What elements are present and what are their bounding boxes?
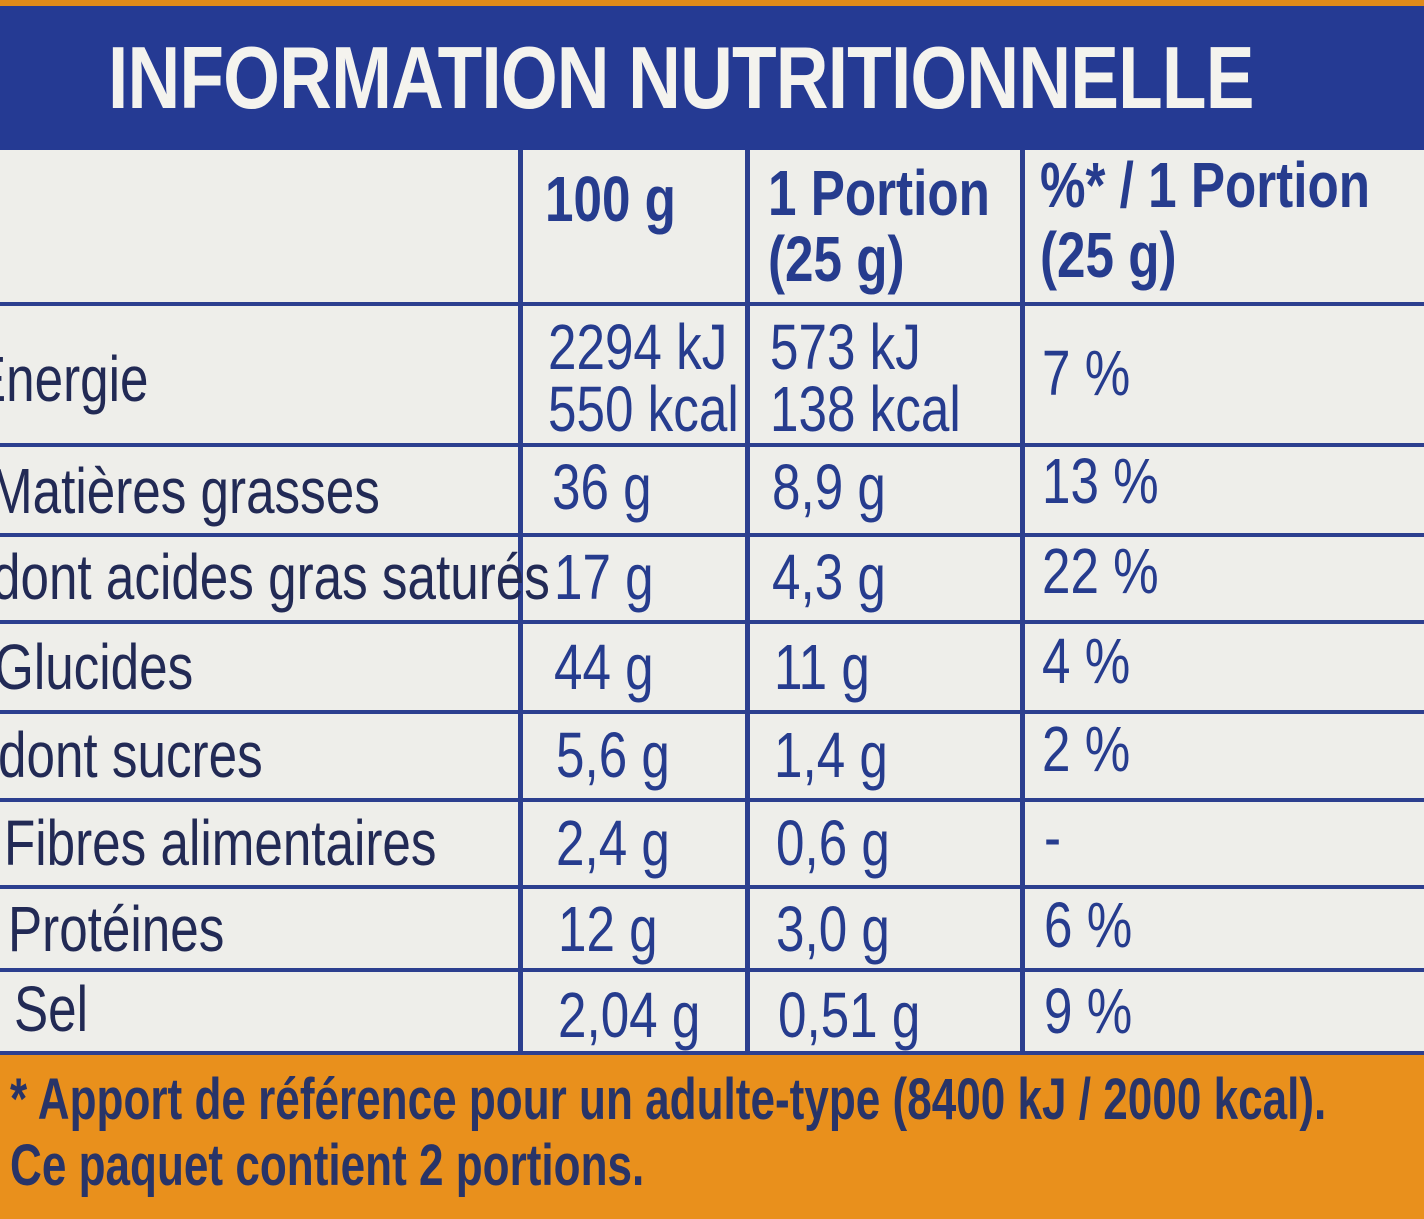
row-label-sel: Sel [14,973,88,1045]
salt-portion: 0,51 g [778,979,921,1051]
energy-kj-portion: 573 kJ [770,311,921,383]
table-divider [0,533,1424,537]
fat-percent: 13 % [1042,445,1159,517]
fat-100g: 36 g [552,451,652,523]
fibre-100g: 2,4 g [556,807,670,879]
title-banner: INFORMATION NUTRITIONNELLE [0,6,1424,156]
carbs-portion: 11 g [774,631,870,703]
table-divider [0,443,1424,447]
footnote-portions: Ce paquet contient 2 portions. [10,1133,645,1198]
protein-100g: 12 g [558,893,658,965]
energy-percent: 7 % [1042,337,1131,409]
row-label-acides-gras-satures: dont acides gras saturés [0,541,550,613]
sugars-100g: 5,6 g [556,719,670,791]
saturates-100g: 17 g [554,541,654,613]
saturates-percent: 22 % [1042,535,1159,607]
page-title: INFORMATION NUTRITIONNELLE [108,28,1254,127]
row-label-fibres: Fibres alimentaires [4,807,437,879]
column-header-portion: 1 Portion [768,157,990,229]
table-divider [1020,150,1025,1055]
energy-kcal-portion: 138 kcal [770,373,961,445]
row-label-matieres-grasses: Matières grasses [0,455,380,527]
row-label-glucides: Glucides [0,631,194,703]
row-label-sucres: dont sucres [0,719,263,791]
nutrition-table: 100 g 1 Portion (25 g) %* / 1 Portion (2… [0,150,1424,1055]
fat-portion: 8,9 g [772,451,886,523]
table-divider [745,150,750,1055]
column-header-100g: 100 g [545,163,676,235]
table-divider [0,798,1424,802]
salt-percent: 9 % [1044,975,1133,1047]
table-divider [0,620,1424,624]
column-header-percent-weight: (25 g) [1040,219,1177,291]
table-divider [0,885,1424,889]
carbs-100g: 44 g [554,631,654,703]
table-divider [518,150,523,1055]
energy-kj-100g: 2294 kJ [548,311,728,383]
sugars-percent: 2 % [1042,713,1131,785]
protein-percent: 6 % [1044,889,1133,961]
salt-100g: 2,04 g [558,979,701,1051]
row-label-proteines: Protéines [8,893,225,965]
column-header-portion-weight: (25 g) [768,223,905,295]
protein-portion: 3,0 g [776,893,890,965]
row-label-energie: Energie [0,343,149,415]
carbs-percent: 4 % [1042,625,1131,697]
energy-kcal-100g: 550 kcal [548,373,739,445]
package-edge [0,0,1424,6]
table-divider [0,968,1424,972]
saturates-portion: 4,3 g [772,541,886,613]
fibre-portion: 0,6 g [776,807,890,879]
column-header-percent: %* / 1 Portion [1040,149,1370,221]
fibre-percent: - [1044,801,1062,873]
table-divider [0,302,1424,306]
footnote-reference-intake: * Apport de référence pour un adulte-typ… [10,1067,1327,1132]
table-divider [0,710,1424,714]
table-divider [0,1051,1424,1055]
sugars-portion: 1,4 g [774,719,888,791]
